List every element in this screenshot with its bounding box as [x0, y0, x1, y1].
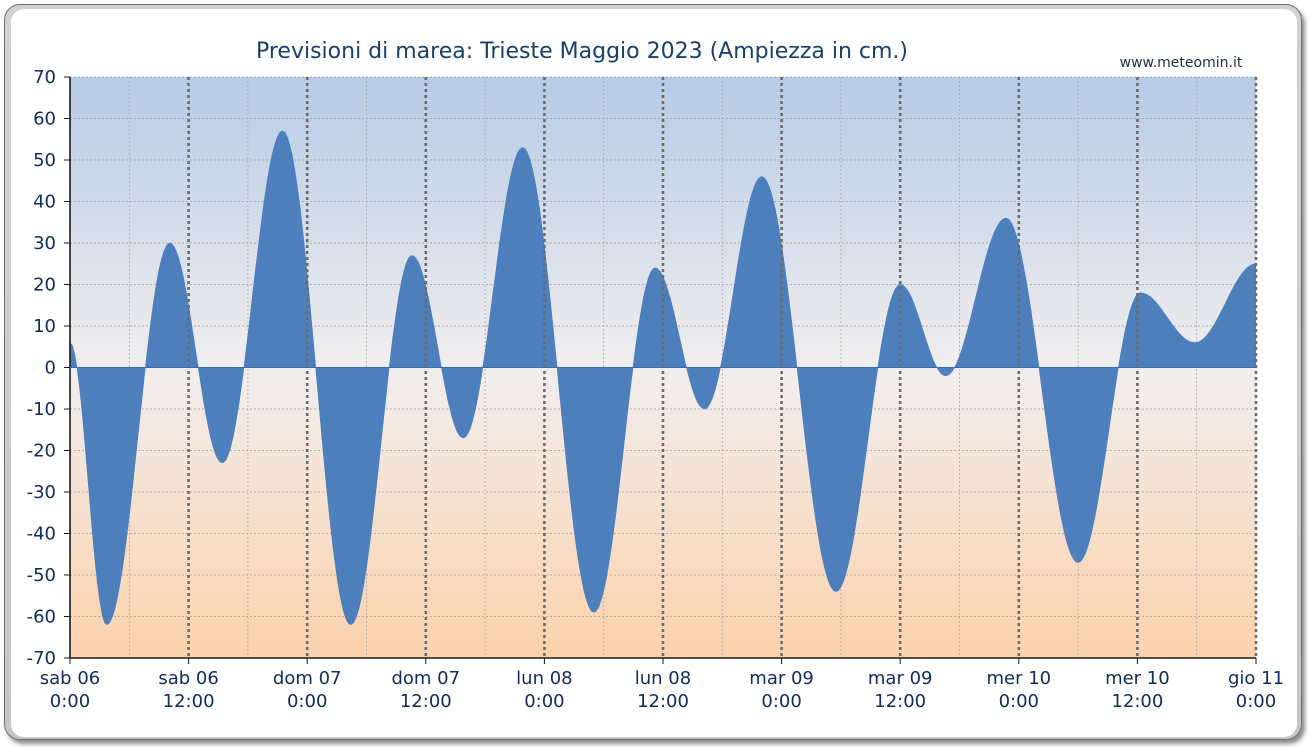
y-tick-label: -50	[27, 565, 56, 586]
x-tick-time-label: 0:00	[1236, 691, 1276, 712]
x-tick-time-label: 0:00	[761, 691, 801, 712]
x-tick-time-label: 0:00	[999, 691, 1039, 712]
y-tick-label: 70	[33, 67, 56, 88]
x-tick-day-label: lun 08	[516, 668, 572, 689]
x-tick-time-label: 0:00	[50, 691, 90, 712]
y-tick-label: 30	[33, 233, 56, 254]
x-tick-day-label: gio 11	[1228, 668, 1284, 689]
y-tick-label: -20	[27, 441, 56, 462]
y-tick-label: -70	[27, 648, 56, 669]
y-tick-label: -60	[27, 607, 56, 628]
x-tick-day-label: lun 08	[635, 668, 691, 689]
x-tick-day-label: sab 06	[158, 668, 218, 689]
y-tick-label: 50	[33, 150, 56, 171]
x-tick-time-label: 0:00	[524, 691, 564, 712]
y-tick-label: -30	[27, 482, 56, 503]
y-tick-label: 20	[33, 275, 56, 296]
x-tick-time-label: 0:00	[287, 691, 327, 712]
axes	[69, 77, 1258, 659]
y-tick-label: 60	[33, 109, 56, 130]
tide-area-series	[70, 130, 1256, 626]
source-label: www.meteomin.it	[1120, 55, 1243, 71]
y-tick-label: -40	[27, 524, 56, 545]
x-tick-day-label: sab 06	[40, 668, 100, 689]
x-tick-day-label: dom 07	[391, 668, 460, 689]
x-tick-time-label: 12:00	[400, 691, 452, 712]
x-tick-time-label: 12:00	[874, 691, 926, 712]
y-tick-label: 0	[45, 358, 56, 379]
x-tick-time-label: 12:00	[1111, 691, 1163, 712]
x-tick-day-label: mer 10	[1105, 668, 1170, 689]
x-tick-time-label: 12:00	[163, 691, 215, 712]
y-tick-label: 40	[33, 192, 56, 213]
x-tick-day-label: mer 10	[986, 668, 1051, 689]
x-tick-day-label: mar 09	[749, 668, 814, 689]
y-tick-labels: 70 60 50 40 30 20 10 0 -10 -20 -30 -40 -50 -60 -70	[27, 67, 70, 669]
chart-title: Previsioni di marea: Trieste Maggio 2023…	[256, 39, 908, 64]
x-tick-day-label: dom 07	[273, 668, 342, 689]
y-tick-label: -10	[27, 399, 56, 420]
x-tick-time-label: 12:00	[637, 691, 689, 712]
y-tick-label: 10	[33, 316, 56, 337]
x-tick-day-label: mar 09	[868, 668, 933, 689]
